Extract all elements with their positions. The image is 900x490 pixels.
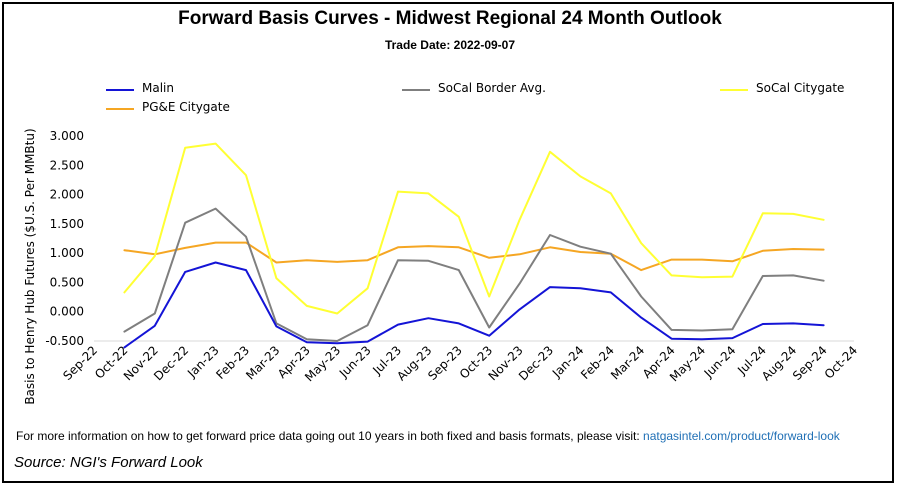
legend-swatch-socal-citygate [720,89,748,91]
y-tick-label: -0.500 [45,334,84,348]
x-tick-label: Sep-22 [60,343,100,383]
y-tick-label: 2.000 [50,188,84,202]
y-tick-label: 1.000 [50,246,84,260]
chart-title: Forward Basis Curves - Midwest Regional … [178,8,722,29]
y-tick-label: 1.500 [50,217,84,231]
y-tick-label: 0.000 [50,305,84,319]
chart-subtitle: Trade Date: 2022-09-07 [384,38,516,52]
legend-swatch-pge-citygate [106,108,134,110]
x-tick-label: Mar-23 [243,343,282,382]
x-tick-label: Mar-24 [608,343,647,382]
y-tick-label: 0.500 [50,275,84,289]
series-line-socal-border-avg [123,207,825,342]
chart-frame [2,2,894,483]
x-tick-label: Dec-23 [516,343,556,383]
x-tick-label: Dec-22 [151,343,191,383]
x-tick-label: Sep-23 [425,343,465,383]
x-tick-label: Sep-24 [790,343,830,383]
y-tick-label: 2.500 [50,158,84,172]
legend-label-pge-citygate: PG&E Citygate [142,100,230,114]
legend-label-socal-citygate: SoCal Citygate [756,81,845,95]
legend-label-socal-border-avg: SoCal Border Avg. [438,81,546,95]
x-tick-label: Oct-24 [822,343,860,381]
y-tick-label: 3.000 [50,129,84,143]
source-note: Source: NGI's Forward Look [14,454,203,471]
x-tick-label: Jun-23 [336,343,374,381]
x-tick-label: Jun-24 [701,343,739,381]
legend-label-malin: Malin [142,81,174,95]
legend-swatch-malin [106,89,134,91]
info-text: For more information on how to get forwa… [16,429,640,443]
series-line-pg-e-citygate [123,241,825,272]
series-line-socal-citygate [123,142,825,315]
series-line-malin [123,261,825,349]
info-note: For more information on how to get forwa… [16,429,840,443]
legend-swatch-socal-border-avg [402,89,430,91]
y-axis-title: Basis to Henry Hub Futures ($U.S. Per MM… [23,128,37,404]
info-link[interactable]: natgasintel.com/product/forward-look [643,429,840,443]
